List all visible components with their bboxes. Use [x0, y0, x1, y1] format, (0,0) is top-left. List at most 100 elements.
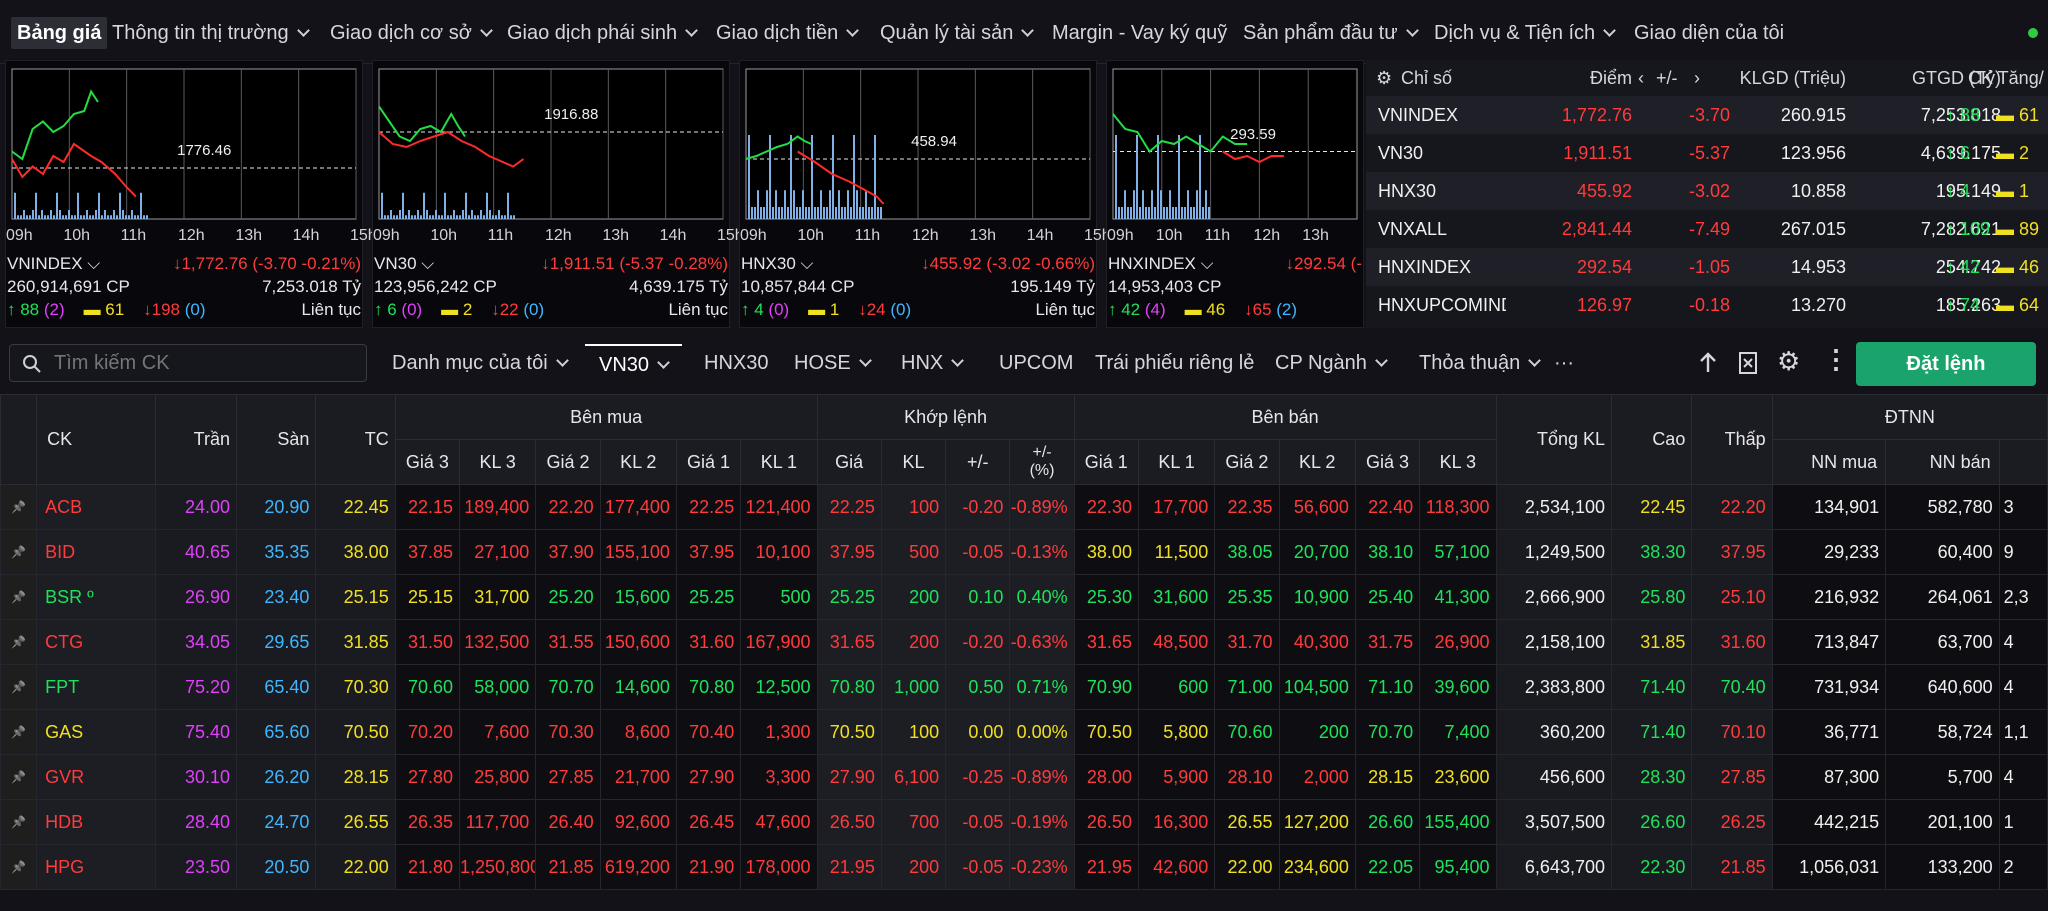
sell-price-3: 28.15 — [1355, 755, 1419, 800]
mini-index-chart-vn30[interactable]: 1916.88 09h 10h 11h 12h 13h 14h 15h VN30 ⌵ ↓1,911… — [372, 60, 730, 328]
sell-price-1: 25.30 — [1074, 575, 1138, 620]
tab-vn30[interactable]: VN30 — [585, 344, 682, 382]
volume-bar — [510, 215, 512, 219]
nav-bang-gia[interactable]: Bảng giá — [11, 17, 107, 49]
index-advancers: ↑ 109 — [1946, 210, 1990, 248]
table-row[interactable]: 📌 FPT 75.20 65.40 70.30 70.60 58,000 70.70 14,60… — [1, 665, 2048, 710]
search-box[interactable] — [9, 344, 367, 382]
nav-giao-dich-phai-sinh[interactable]: Giao dịch phái sinh — [507, 17, 696, 49]
pin-icon[interactable]: 📌 — [1, 665, 37, 710]
reference-value-label: 293.59 — [1230, 126, 1276, 143]
pin-icon[interactable]: 📌 — [1, 755, 37, 800]
volume-bar — [865, 190, 867, 219]
volume-bar — [1151, 190, 1153, 219]
volume-bar — [1181, 207, 1183, 219]
nav-thong-tin-thi-truong[interactable]: Thông tin thị trường — [112, 17, 308, 49]
pin-icon[interactable]: 📌 — [1, 800, 37, 845]
volume-bar — [1118, 207, 1120, 219]
decliners-count: ↓22 — [491, 300, 518, 319]
index-name: HNXUPCOMINDEX — [1378, 286, 1506, 324]
more-vertical-icon[interactable]: ⋮ — [1823, 344, 1849, 375]
nav-giao-dich-co-so[interactable]: Giao dịch cơ sở — [330, 17, 491, 49]
pin-icon[interactable]: 📌 — [1, 620, 37, 665]
table-row[interactable]: 📌 BID 40.65 35.35 38.00 37.85 27,100 37.90 155,1… — [1, 530, 2048, 575]
nav-giao-dien-cua-toi[interactable]: Giao diện của tôi — [1634, 17, 1784, 49]
tab-hnx[interactable]: HNX — [901, 344, 962, 382]
tab-hose[interactable]: HOSE — [794, 344, 870, 382]
buy-volume-2: 14,600 — [600, 665, 676, 710]
symbol-cell: FPT — [37, 665, 156, 710]
buy-volume-1: 47,600 — [741, 800, 817, 845]
index-change: -1.05 — [1636, 248, 1730, 286]
volume-bar — [86, 210, 88, 219]
nav-san-pham-dau-tu[interactable]: Sản phẩm đầu tư — [1243, 17, 1417, 49]
more-tabs-icon[interactable]: ··· — [1554, 344, 1574, 382]
header-sell-v3: KL 3 — [1420, 440, 1496, 485]
index-row[interactable]: HNX30 455.92 -3.02 10.858 195.149 ↑ 4 ▬ 1 — [1366, 172, 2048, 210]
volume-bar — [1208, 207, 1210, 219]
nav-margin[interactable]: Margin - Vay ký quỹ — [1052, 17, 1227, 49]
index-row[interactable]: VN30 1,911.51 -5.37 123.956 4,639.175 ↑ 6 ▬ 2 — [1366, 134, 2048, 172]
foreign-extra: 1,1 — [1999, 710, 2047, 755]
ceiling-count: (0) — [768, 300, 789, 319]
place-order-button[interactable]: Đặt lệnh — [1856, 342, 2036, 386]
buy-price-1: 21.90 — [676, 845, 740, 890]
nav-giao-dich-tien[interactable]: Giao dịch tiền — [716, 17, 857, 49]
tab-thoa-thuan[interactable]: Thỏa thuận — [1419, 344, 1539, 382]
arrow-up-icon[interactable] — [1698, 352, 1718, 374]
sell-volume-3: 155,400 — [1420, 800, 1496, 845]
mini-index-chart-vnindex[interactable]: 1776.46 09h 10h 11h 12h 13h 14h 15h VNINDEX ⌵ ↓1,… — [5, 60, 363, 328]
nav-dich-vu-tien-ich[interactable]: Dịch vụ & Tiện ích — [1434, 17, 1614, 49]
settings-gear-icon[interactable]: ⚙ — [1777, 346, 1800, 377]
volume-bar — [444, 193, 446, 219]
table-row[interactable]: 📌 GVR 30.10 26.20 28.15 27.80 25,800 27.85 21,70… — [1, 755, 2048, 800]
table-row[interactable]: 📌 HDB 28.40 24.70 26.55 26.35 117,700 26.40 92,6… — [1, 800, 2048, 845]
pin-icon[interactable]: 📌 — [1, 530, 37, 575]
buy-volume-1: 12,500 — [741, 665, 817, 710]
volume-bar — [790, 135, 792, 219]
tab-upcom[interactable]: UPCOM — [999, 344, 1073, 382]
table-row[interactable]: 📌 CTG 34.05 29.65 31.85 31.50 132,500 31.55 150,… — [1, 620, 2048, 665]
table-row[interactable]: 📌 HPG 23.50 20.50 22.00 21.80 1,250,800 21.85 61… — [1, 845, 2048, 890]
table-row[interactable]: 📌 BSR º 26.90 23.40 25.15 25.15 31,700 25.20 15,… — [1, 575, 2048, 620]
price-board-table: CK Trần Sàn TC Bên mua Khớp lệnh Bên bán… — [0, 394, 2048, 890]
buy-price-2: 70.30 — [536, 710, 600, 755]
sell-price-3: 26.60 — [1355, 800, 1419, 845]
index-row[interactable]: VNXALL 2,841.44 -7.49 267.015 7,282.621 ↑ 10… — [1366, 210, 2048, 248]
tab-trai-phieu[interactable]: Trái phiếu riêng lẻ — [1095, 344, 1254, 382]
volume-bar — [146, 215, 148, 219]
index-row[interactable]: HNXINDEX 292.54 -1.05 14.953 254.742 ↑ 42 ▬ 4… — [1366, 248, 2048, 286]
pin-icon[interactable]: 📌 — [1, 575, 37, 620]
foreign-buy: 87,300 — [1772, 755, 1885, 800]
tab-cp-nganh[interactable]: CP Ngành — [1275, 344, 1386, 382]
table-row[interactable]: 📌 GAS 75.40 65.60 70.50 70.20 7,600 70.30 8,600 7… — [1, 710, 2048, 755]
gear-icon[interactable]: ⚙ — [1376, 60, 1392, 96]
pin-icon[interactable]: 📌 — [1, 845, 37, 890]
volume-bar — [772, 207, 774, 219]
foreign-buy: 36,771 — [1772, 710, 1885, 755]
chevron-right-icon[interactable]: › — [1694, 60, 1700, 96]
mini-index-chart-hnx30[interactable]: 458.94 09h 10h 11h 12h 13h 14h 15h HNX30 ⌵ ↓455.9… — [739, 60, 1097, 328]
mini-index-chart-hnxindex[interactable]: 293.59 09h 10h 11h 12h 13h HNXINDEX ⌵ ↓292.54 (… — [1106, 60, 1364, 328]
volume-bar — [417, 210, 419, 219]
volume-bar — [1175, 207, 1177, 219]
table-row[interactable]: 📌 ACB 24.00 20.90 22.45 22.15 189,400 22.20 177,… — [1, 485, 2048, 530]
pin-icon[interactable]: 📌 — [1, 485, 37, 530]
search-input[interactable] — [54, 348, 354, 378]
pin-icon[interactable]: 📌 — [1, 710, 37, 755]
chevron-down-icon — [859, 354, 872, 367]
buy-volume-1: 3,300 — [741, 755, 817, 800]
floor-price: 23.40 — [237, 575, 316, 620]
excel-export-icon[interactable] — [1737, 351, 1759, 375]
tab-danh-muc[interactable]: Danh mục của tôi — [392, 344, 567, 382]
reference-price: 38.00 — [316, 530, 395, 575]
header-nn-mua: NN mua — [1772, 440, 1885, 485]
volume-bar — [787, 207, 789, 219]
tab-hnx30[interactable]: HNX30 — [704, 344, 768, 382]
tab-label: Thỏa thuận — [1419, 352, 1520, 374]
nav-quan-ly-tai-san[interactable]: Quản lý tài sản — [880, 17, 1032, 49]
chevron-left-icon[interactable]: ‹ — [1638, 60, 1644, 96]
chart-summary-line-3: ↑ 42 (4) ▬ 46 ↓65 (2) — [1108, 300, 1362, 320]
index-row[interactable]: HNXUPCOMINDEX 126.97 -0.18 13.270 185.263 ↑ … — [1366, 286, 2048, 324]
index-row[interactable]: VNINDEX 1,772.76 -3.70 260.915 7,253.018 ↑ 8… — [1366, 96, 2048, 134]
